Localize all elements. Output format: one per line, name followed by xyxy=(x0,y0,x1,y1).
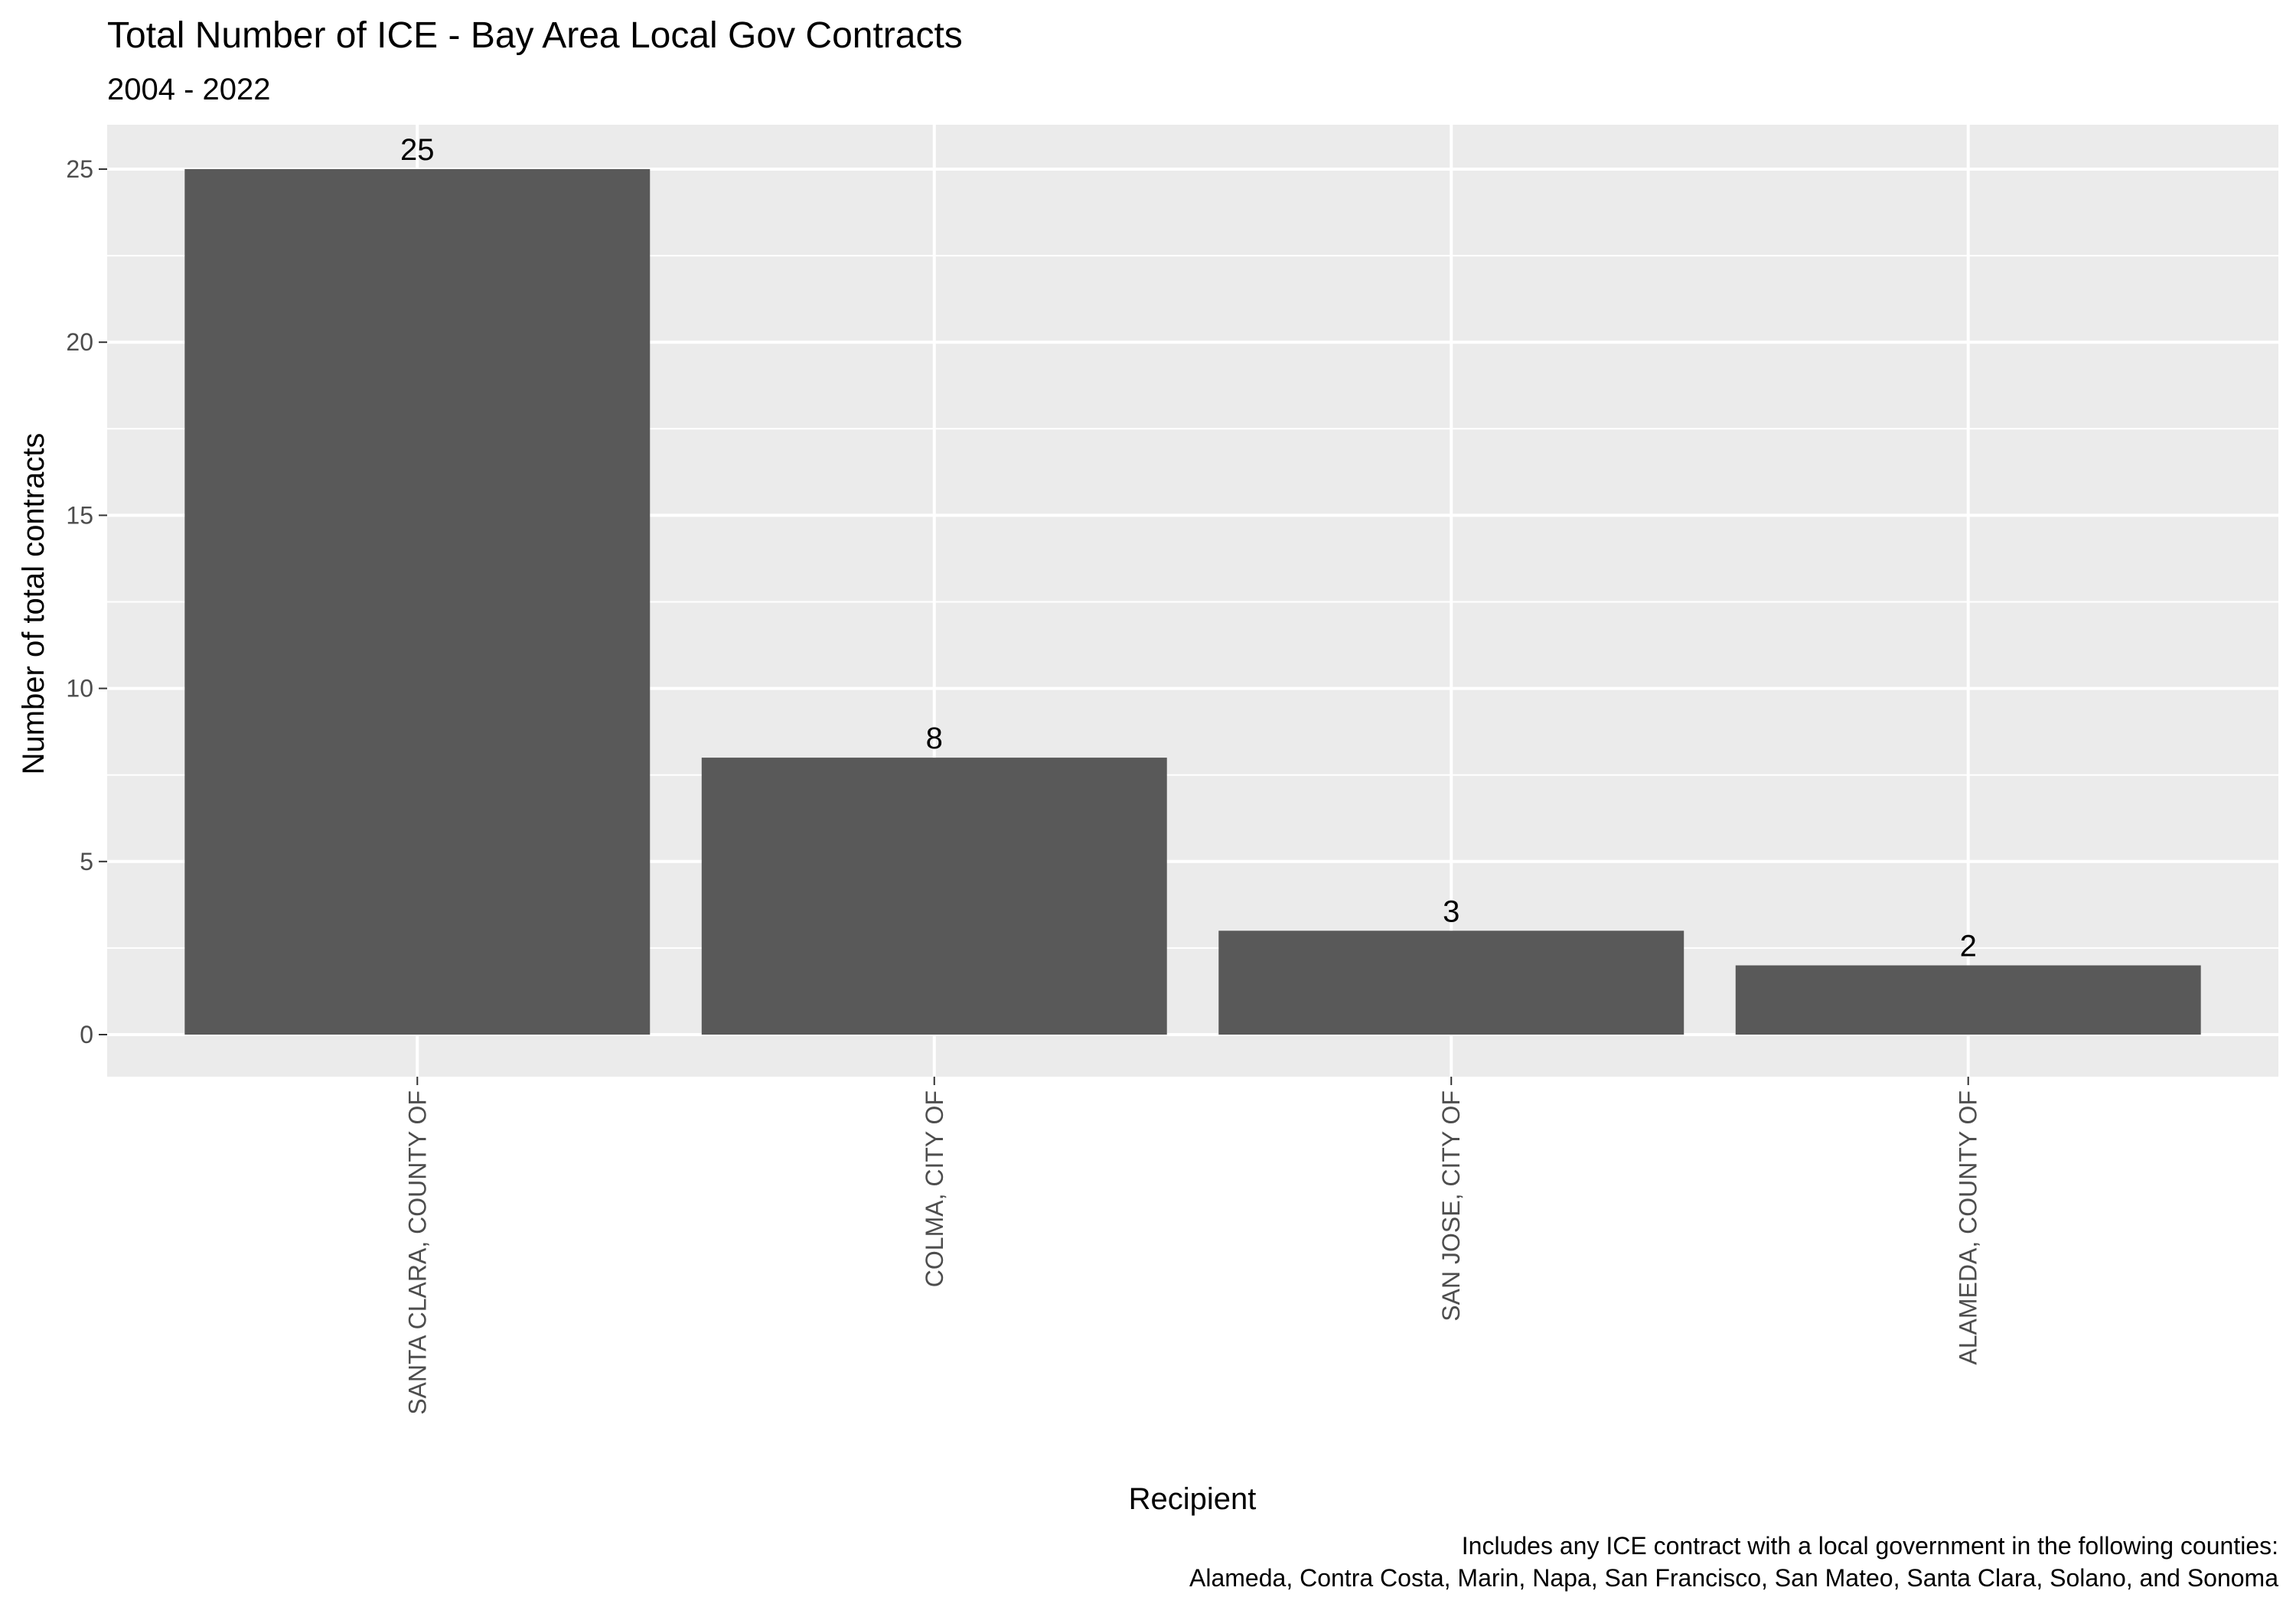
y-tick-label: 10 xyxy=(66,675,93,702)
bar xyxy=(1218,931,1684,1035)
y-axis: 0 5 10 15 20 25 xyxy=(66,155,107,1048)
caption-line-2: Alameda, Contra Costa, Marin, Napa, San … xyxy=(1189,1564,2278,1592)
y-tick-label: 5 xyxy=(80,848,93,875)
chart-subtitle: 2004 - 2022 xyxy=(107,73,271,106)
data-label: 2 xyxy=(1960,930,1977,963)
caption-line-1: Includes any ICE contract with a local g… xyxy=(1462,1532,2278,1560)
chart-title: Total Number of ICE - Bay Area Local Gov… xyxy=(107,15,963,56)
bars xyxy=(184,169,2201,1035)
x-tick-label: COLMA, CITY OF xyxy=(921,1090,948,1287)
data-labels: 25 8 3 2 xyxy=(400,133,1977,963)
x-axis-title: Recipient xyxy=(1129,1482,1257,1516)
x-axis: SANTA CLARA, COUNTY OF COLMA, CITY OF SAN … xyxy=(403,1077,1982,1415)
data-label: 25 xyxy=(400,133,435,167)
bar xyxy=(701,758,1167,1035)
y-tick-label: 25 xyxy=(66,155,93,183)
bar xyxy=(1735,965,2201,1035)
x-tick-label: SANTA CLARA, COUNTY OF xyxy=(403,1090,431,1415)
bar xyxy=(184,169,651,1035)
data-label: 8 xyxy=(926,722,943,755)
y-tick-label: 0 xyxy=(80,1021,93,1048)
data-label: 3 xyxy=(1443,895,1459,928)
y-tick-label: 15 xyxy=(66,501,93,529)
x-tick-label: ALAMEDA, COUNTY OF xyxy=(1955,1090,1982,1365)
y-tick-label: 20 xyxy=(66,328,93,356)
y-axis-title: Number of total contracts xyxy=(17,433,51,775)
x-tick-label: SAN JOSE, CITY OF xyxy=(1437,1090,1465,1322)
